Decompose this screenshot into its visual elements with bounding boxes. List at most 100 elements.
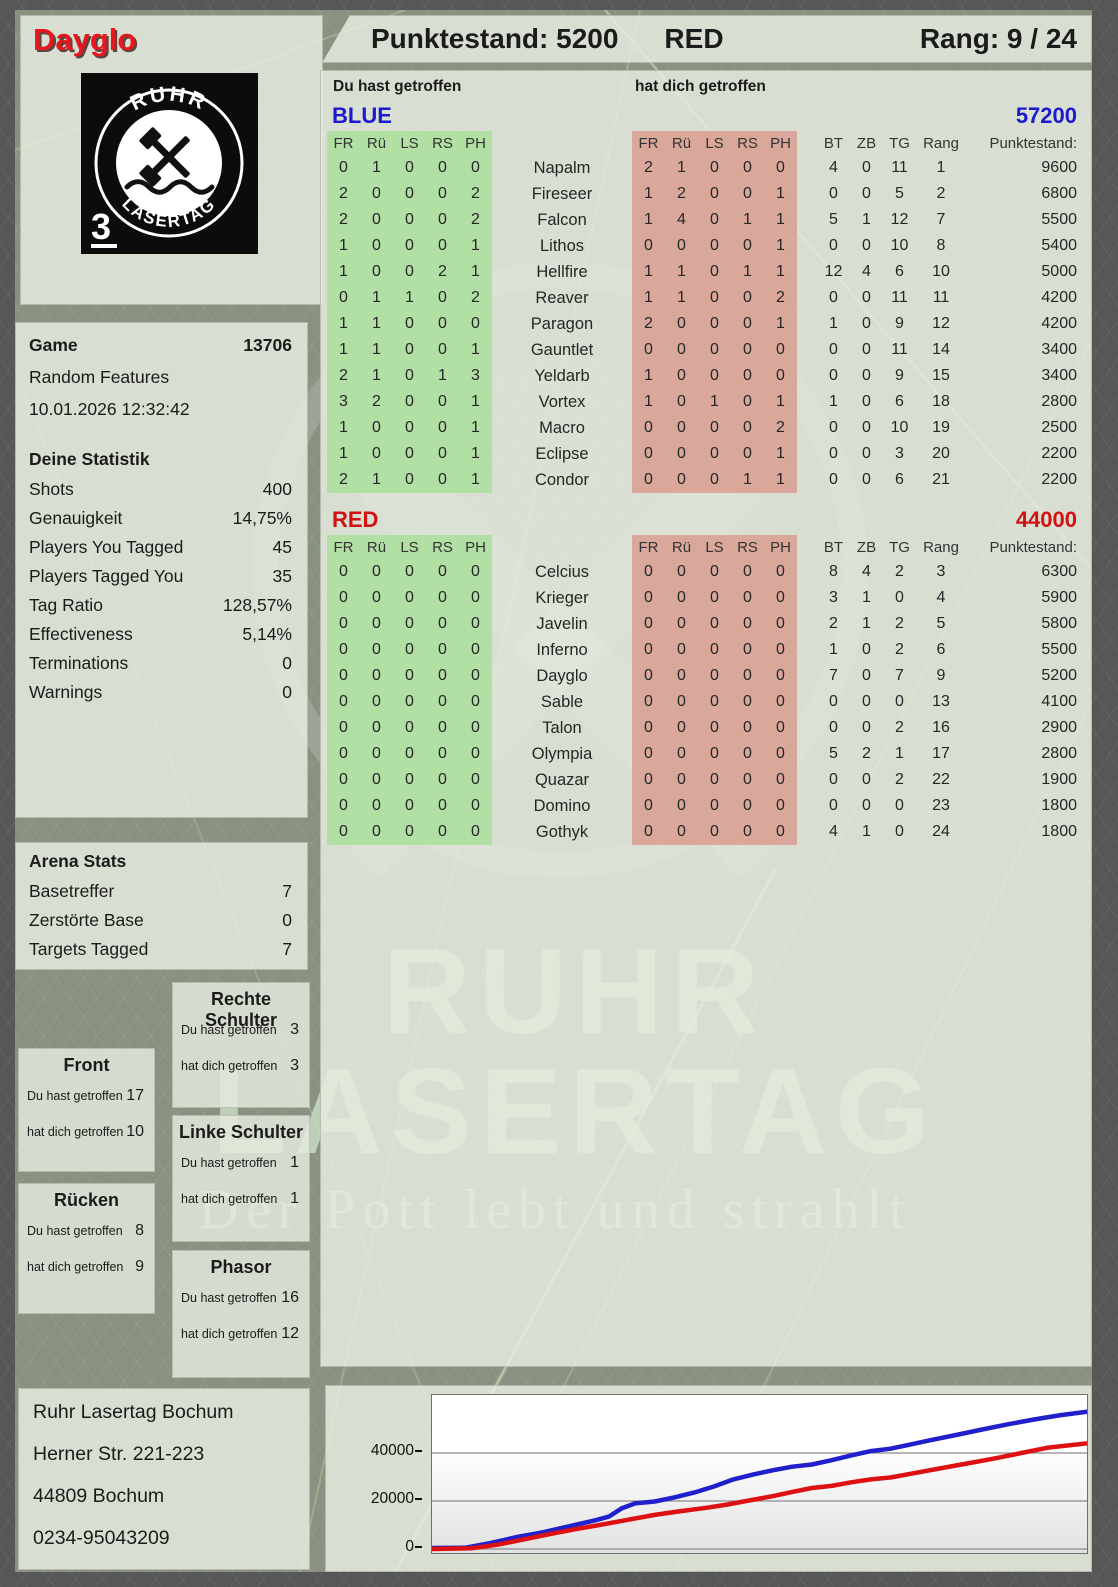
- du-hit-cell: 0: [360, 663, 393, 689]
- du-hit-cell: 0: [360, 715, 393, 741]
- tg-cell: 0: [895, 589, 904, 606]
- dich-hit-cell: 0: [764, 689, 797, 715]
- zb-cell: 0: [862, 237, 871, 254]
- dich-hit-cell: 0: [632, 585, 665, 611]
- zb-cell: 0: [862, 185, 871, 202]
- bt-cell: 0: [829, 237, 838, 254]
- du-hit-cell: 0: [327, 689, 360, 715]
- dich-hit-cell: 0: [665, 311, 698, 337]
- du-hit-cell: 0: [393, 181, 426, 207]
- du-hit-cell: 2: [459, 181, 492, 207]
- dich-hit-cell: 0: [731, 337, 764, 363]
- stat-row: Tag Ratio 128,57%: [29, 595, 292, 615]
- player-row: 3 2 0 0 1 Vortex 1 0 1 0 1 1 0 6 18 2800: [321, 389, 1091, 415]
- tg-cell: 10: [890, 237, 909, 254]
- player-name-cell: Celcius: [534, 562, 590, 581]
- bt-cell: 0: [829, 471, 838, 488]
- column-header: RS: [426, 131, 459, 155]
- zb-cell: 2: [862, 745, 871, 762]
- du-hit-cell: 0: [327, 155, 360, 181]
- du-hit-cell: 0: [360, 415, 393, 441]
- dich-hit-cell: 0: [731, 819, 764, 845]
- rang-cell: 16: [932, 719, 950, 736]
- punktestand-cell: 9600: [1041, 159, 1077, 176]
- ruhr-lasertag-logo: RUHR LASERTAG 3: [81, 73, 258, 254]
- venue-city: 44809 Bochum: [33, 1485, 165, 1507]
- du-hit-cell: 1: [327, 311, 360, 337]
- dich-hit-cell: 0: [731, 559, 764, 585]
- du-hit-cell: 0: [327, 559, 360, 585]
- rang-cell: 13: [932, 693, 950, 710]
- dich-hit-cell: 1: [632, 389, 665, 415]
- dich-hit-cell: 2: [764, 415, 797, 441]
- team-blue-table: FR Rü LS RS PH FR Rü LS RS PH BT ZB TG Rang Punktestan…: [321, 131, 1091, 493]
- du-hit-cell: 0: [327, 285, 360, 311]
- tg-cell: 2: [895, 641, 904, 658]
- player-row: 0 0 0 0 0 Gothyk 0 0 0 0 0 4 1 0 24 1800: [321, 819, 1091, 845]
- dich-hit-cell: 0: [698, 181, 731, 207]
- dich-hit-cell: 0: [764, 715, 797, 741]
- dich-hit-cell: 0: [665, 585, 698, 611]
- spacer: [797, 337, 817, 363]
- du-hit-cell: 0: [426, 741, 459, 767]
- du-hit-cell: 0: [459, 689, 492, 715]
- player-name-cell: Yeldarb: [534, 366, 590, 385]
- player-name-cell: Javelin: [536, 614, 588, 633]
- column-header: RS: [426, 535, 459, 559]
- du-hit-cell: 1: [327, 233, 360, 259]
- spacer: [797, 535, 817, 559]
- bt-cell: 5: [829, 211, 838, 228]
- column-header: LS: [393, 535, 426, 559]
- du-hit-cell: 0: [459, 311, 492, 337]
- spacer: [797, 155, 817, 181]
- du-hit-cell: 0: [393, 363, 426, 389]
- bt-cell: 0: [829, 771, 838, 788]
- player-name-cell: Gauntlet: [530, 340, 594, 359]
- zb-cell: 0: [862, 289, 871, 306]
- bt-cell: 0: [829, 289, 838, 306]
- player-row: 0 0 0 0 0 Domino 0 0 0 0 0 0 0 0 23 1800: [321, 793, 1091, 819]
- dich-hit-cell: 0: [731, 415, 764, 441]
- tg-cell: 7: [895, 667, 904, 684]
- column-header: TG: [889, 134, 910, 152]
- zb-cell: 0: [862, 419, 871, 436]
- player-name-cell: Quazar: [534, 770, 590, 789]
- score-chart-panel: 0 20000 40000: [325, 1385, 1092, 1572]
- du-hit-cell: 1: [426, 363, 459, 389]
- du-hit-cell: 0: [327, 663, 360, 689]
- deine-statistik-title: Deine Statistik: [29, 449, 150, 469]
- dich-hit-cell: 0: [632, 741, 665, 767]
- bt-cell: 0: [829, 693, 838, 710]
- du-hit-cell: 0: [393, 337, 426, 363]
- tg-cell: 6: [895, 393, 904, 410]
- du-hit-cell: 0: [393, 819, 426, 845]
- player-row: 0 0 0 0 0 Quazar 0 0 0 0 0 0 0 2 22 1900: [321, 767, 1091, 793]
- venue-address-panel: Ruhr Lasertag Bochum Herner Str. 221-223…: [18, 1388, 310, 1570]
- du-hit-cell: 0: [393, 467, 426, 493]
- dich-hit-cell: 0: [632, 689, 665, 715]
- dich-hit-cell: 1: [764, 311, 797, 337]
- du-hit-cell: 0: [393, 585, 426, 611]
- column-header: PH: [764, 131, 797, 155]
- spacer: [797, 585, 817, 611]
- dich-hit-cell: 0: [698, 715, 731, 741]
- game-mode-row: Random Features: [29, 367, 292, 388]
- du-hit-cell: 0: [426, 767, 459, 793]
- bt-cell: 0: [829, 341, 838, 358]
- du-hit-cell: 0: [360, 611, 393, 637]
- dich-hit-cell: 1: [632, 363, 665, 389]
- dich-hit-cell: 0: [665, 389, 698, 415]
- du-hit-cell: 2: [459, 207, 492, 233]
- punktestand-cell: 5200: [1041, 667, 1077, 684]
- du-hit-cell: 0: [426, 337, 459, 363]
- dich-hit-cell: 0: [731, 441, 764, 467]
- rang-cell: 18: [932, 393, 950, 410]
- ruhr-lasertag-logo-icon: RUHR LASERTAG 3: [91, 83, 244, 248]
- game-datetime-row: 10.01.2026 12:32:42: [29, 399, 292, 420]
- dich-hit-cell: 0: [698, 337, 731, 363]
- hit-zone-box-linke-schulter: Linke Schulter Du hast getroffen 1 hat di…: [172, 1115, 310, 1242]
- du-hit-cell: 0: [459, 819, 492, 845]
- rang-cell: 5: [936, 615, 946, 632]
- dich-hit-cell: 2: [764, 285, 797, 311]
- punktestand-cell: 2200: [1041, 445, 1077, 462]
